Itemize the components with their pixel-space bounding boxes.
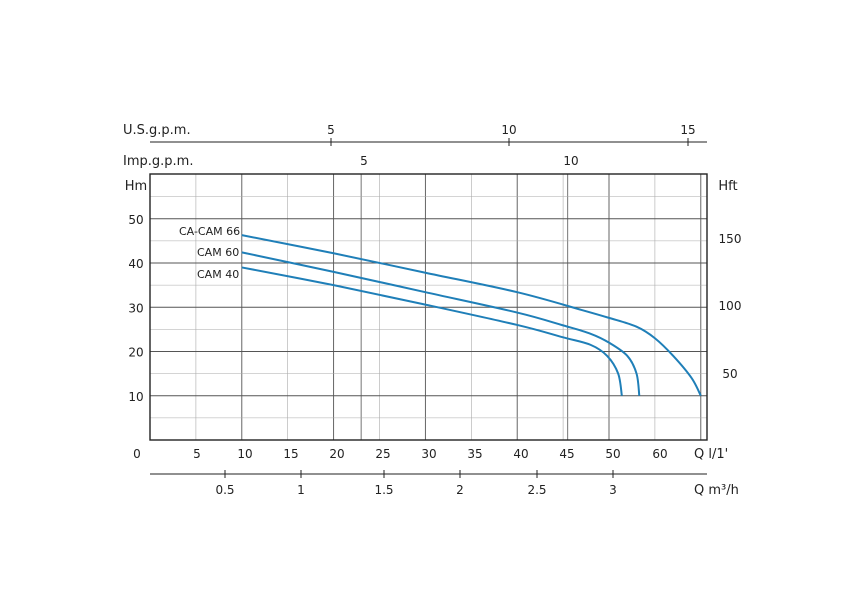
y-axis-title-right: Hft: [718, 179, 737, 194]
x-tick-label-lpm: 0: [133, 447, 141, 461]
series-lines: [241, 234, 702, 397]
series-label-1: CAM 60: [197, 246, 239, 259]
m3h-tick-label: 3: [609, 483, 617, 497]
x-tick-label-lpm: 20: [329, 447, 344, 461]
y-tick-label-left: 20: [128, 346, 143, 360]
series-label-0: CA-CAM 66: [179, 225, 240, 238]
x-tick-label-lpm: 40: [513, 447, 528, 461]
impgpm-tick-label: 10: [563, 154, 578, 168]
m3h-tick-label: 2.5: [527, 483, 546, 497]
grid: [150, 174, 707, 440]
y-tick-label-right: 50: [722, 367, 737, 381]
y-tick-label-right: 100: [719, 299, 742, 313]
y-axis-title-left: Hm: [125, 179, 147, 194]
x-tick-label-lpm: 15: [283, 447, 298, 461]
y-tick-label-left: 10: [128, 390, 143, 404]
x-tick-label-lpm: 25: [375, 447, 390, 461]
y-tick-label-left: 30: [128, 301, 143, 315]
x-axis-unit-m3h: Q m³/h: [694, 483, 739, 498]
series-line-1: [241, 251, 641, 396]
series-line-0: [241, 234, 702, 397]
x-tick-label-lpm: 5: [193, 447, 201, 461]
x-tick-label-lpm: 50: [605, 447, 620, 461]
x-tick-label-lpm: 60: [652, 447, 667, 461]
x-tick-label-lpm: 30: [421, 447, 436, 461]
usgpm-tick-label: 15: [680, 123, 695, 137]
y-tick-label-right: 150: [719, 232, 742, 246]
m3h-tick-label: 1: [297, 483, 305, 497]
m3h-tick-label: 1.5: [374, 483, 393, 497]
usgpm-tick-label: 10: [501, 123, 516, 137]
series-line-2: [241, 266, 623, 396]
x-tick-label-lpm: 35: [467, 447, 482, 461]
y-tick-label-left: 50: [128, 213, 143, 227]
impgpm-axis-title: Imp.g.p.m.: [123, 154, 193, 169]
x-tick-label-lpm: 10: [237, 447, 252, 461]
usgpm-axis-title: U.S.g.p.m.: [123, 123, 191, 138]
m3h-tick-label: 0.5: [215, 483, 234, 497]
y-tick-label-left: 40: [128, 257, 143, 271]
x-tick-label-lpm: 45: [559, 447, 574, 461]
m3h-tick-label: 2: [456, 483, 464, 497]
plot-frame: [149, 138, 708, 478]
plot-border: [149, 173, 708, 441]
series-label-2: CAM 40: [197, 268, 239, 281]
usgpm-tick-label: 5: [327, 123, 335, 137]
impgpm-tick-label: 5: [360, 154, 368, 168]
x-axis-unit-lpm: Q l/1': [694, 447, 728, 462]
